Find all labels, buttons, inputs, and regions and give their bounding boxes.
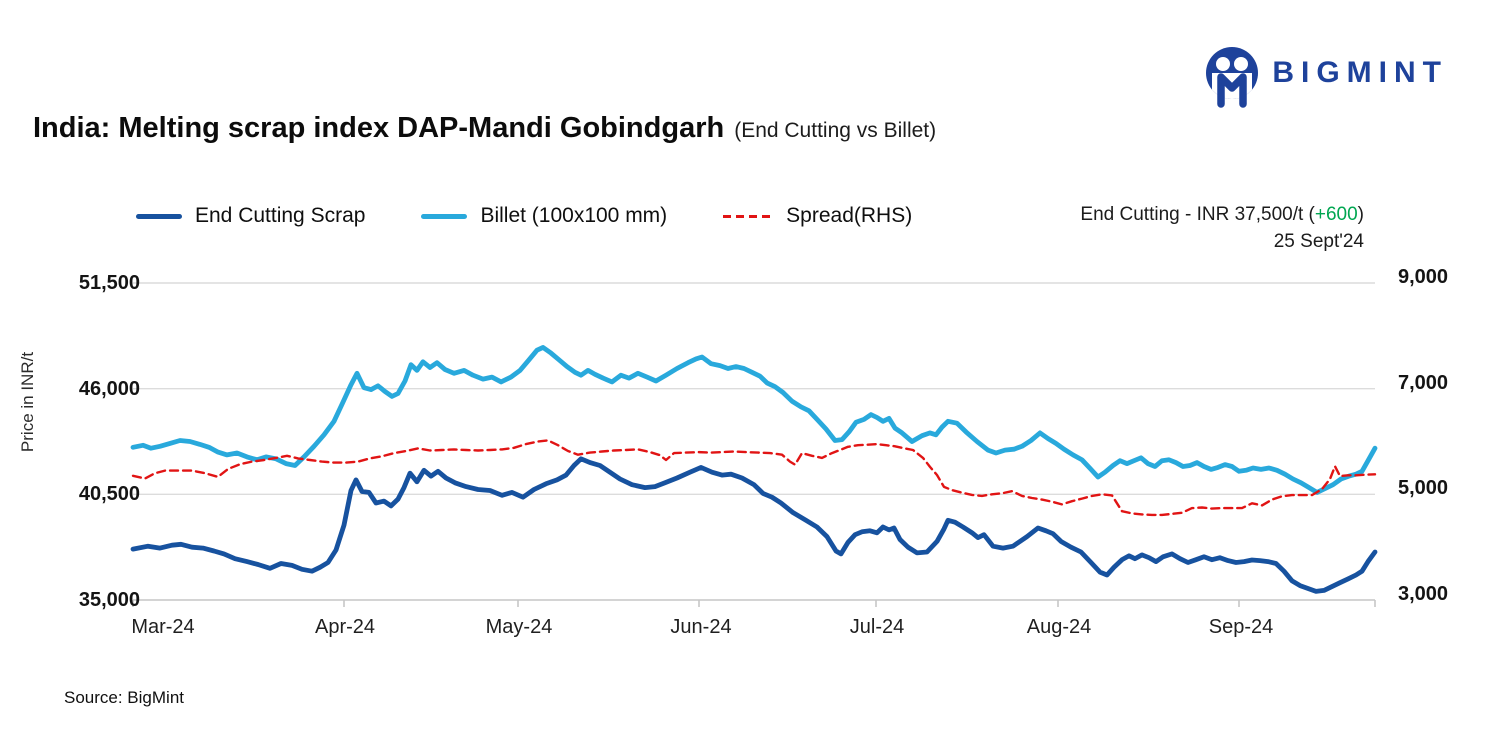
chart-title: India: Melting scrap index DAP-Mandi Gob… [33, 112, 725, 144]
end-cutting-line-swatch [136, 213, 182, 219]
y-axis-left-tick-label: 46,000 [78, 377, 140, 400]
x-axis-tick-label: Mar-24 [131, 616, 195, 638]
y-axis-right-tick-label: 7,000 [1398, 371, 1449, 394]
legend-item-billet: Billet (100x100 mm) [421, 204, 667, 228]
latest-price-line: End Cutting - INR 37,500/t (+600) [1080, 204, 1364, 225]
source-note: Source: BigMint [64, 688, 184, 707]
y-axis-right-tick-label: 5,000 [1398, 477, 1449, 500]
legend-label: Spread(RHS) [786, 204, 913, 227]
latest-price-date: 25 Sept'24 [1273, 231, 1364, 252]
price-change-value: +600 [1314, 204, 1358, 225]
legend-label: End Cutting Scrap [195, 204, 366, 227]
latest-price-annotation: End Cutting - INR 37,500/t (+600) 25 Sep… [1080, 201, 1364, 255]
chart-legend: End Cutting Scrap Billet (100x100 mm) Sp… [136, 204, 912, 228]
y-axis-right-tick-label: 9,000 [1398, 266, 1449, 288]
x-axis-tick-label: Sep-24 [1208, 616, 1274, 638]
y-axis-left-tick-label: 40,500 [78, 483, 140, 506]
bigmint-logo-icon [1206, 47, 1259, 108]
x-axis-tick-label: Jul-24 [849, 616, 905, 638]
legend-label: Billet (100x100 mm) [480, 204, 668, 227]
y-axis-left-tick-label: 51,500 [78, 272, 140, 294]
x-axis-tick-label: Apr-24 [314, 616, 376, 638]
legend-item-end-cutting-scrap: End Cutting Scrap [136, 204, 365, 228]
x-axis-tick-label: May-24 [485, 616, 553, 638]
series-line-billet-100x100-mm [130, 345, 1378, 495]
page-title: India: Melting scrap index DAP-Mandi Gob… [33, 112, 936, 145]
x-axis-tick-label: Aug-24 [1026, 616, 1092, 638]
brand-name: BIGMINT [1272, 56, 1448, 89]
legend-item-spread: Spread(RHS) [723, 204, 912, 228]
billet-line-swatch [421, 213, 468, 219]
spread-dashed-swatch [723, 214, 774, 218]
y-axis-right-tick-label: 3,000 [1398, 583, 1449, 605]
bigmint-logo: BIGMINT [1205, 46, 1448, 110]
chart-subtitle: (End Cutting vs Billet) [734, 119, 937, 142]
y-axis-left-tick-label: 35,000 [78, 589, 140, 611]
x-axis-tick-label: Jun-24 [670, 616, 732, 638]
series-line-spread-rhs [131, 439, 1377, 517]
series-line-end-cutting-scrap [130, 456, 1378, 594]
